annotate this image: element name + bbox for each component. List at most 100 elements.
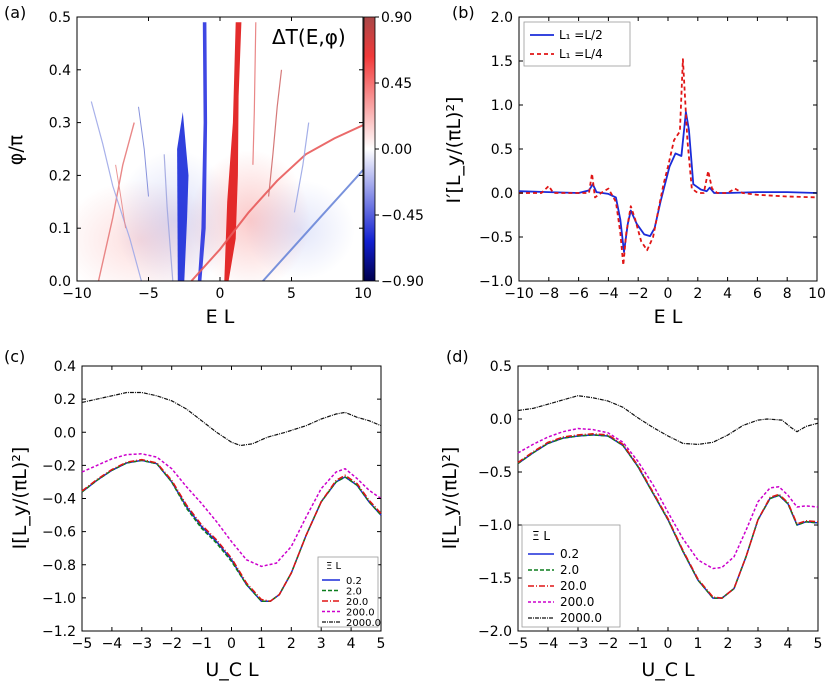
y-tick-label: 0.1 [49,221,71,237]
x-tick-label: 8 [783,286,792,302]
y-tick-label: −1.0 [478,518,512,534]
panel-c-y-label: I[L_y/(πL)²] [9,447,31,550]
x-tick-label: −2 [161,636,182,652]
panel-b-x-ticks: −10 −8 −6 −4 −2 0 2 4 6 8 10 [504,17,826,302]
panel-a-title: ΔT(E,φ) [272,25,346,49]
panel-b: −10 −8 −6 −4 −2 0 2 4 6 8 10 2.01.51.00.50.0−0.5−1… [443,3,826,328]
panel-d-y-label: I[L_y/(πL)²] [439,447,461,550]
series-line-3 [517,427,819,570]
colorbar-tick-label: −0.45 [381,208,424,224]
x-tick-label: −1 [191,636,212,652]
panel-d-legend-title: Ξ L [532,529,550,543]
legend-label-1: 2.0 [346,587,362,598]
x-tick-label: 3 [754,636,763,652]
x-tick-label: 1 [694,636,703,652]
heatmap-line-12 [163,154,174,281]
y-tick-label: −2.0 [478,624,512,640]
x-tick-label: −5 [508,636,529,652]
x-tick-label: 1 [257,636,266,652]
x-tick-label: −5 [138,286,159,302]
panel-c-legend-title: Ξ L [326,561,341,572]
heatmap-line-8 [115,164,127,229]
colorbar-ticks: 0.90 0.45 0.00 −0.45 −0.90 [375,10,424,290]
colorbar-tick-label: −0.90 [381,274,424,290]
heatmap-background [77,22,363,281]
x-tick-label: 4 [347,636,356,652]
panel-b-y-ticks: 2.0 1.5 1.0 0.5 0.0 −0.5 −1.0 [479,10,817,290]
y-tick-label: 0.5 [490,359,512,375]
y-tick-label: 0.5 [49,10,71,26]
series-line-0 [518,111,818,253]
heatmap-blue-glow-right [245,180,355,280]
y-tick-label: 0.3 [49,116,71,132]
y-tick-label: 0.2 [49,168,71,184]
series-line-3 [81,453,382,568]
panel-c: −5 −4 −3 −2 −1 0 1 2 3 4 5 0.4 0.2 0.0 −0.2 −0.4 −0.6 −0… [4,347,385,681]
x-tick-label: −2 [628,286,649,302]
panel-d: −5 −4 −3 −2 −1 0 1 2 3 4 5 0.50.0−0.5−1.0−1.5−2.0 … [439,347,822,681]
x-tick-label: 2 [287,636,296,652]
x-tick-label: −8 [538,286,559,302]
x-tick-label: 2 [693,286,702,302]
panel-d-x-label: U_C L [641,659,695,681]
legend-label-4: 2000.0 [346,618,381,629]
panel-d-series [517,395,819,599]
x-tick-label: 6 [753,286,762,302]
panel-d-y-ticks: 0.5 0.0 −0.5 −1.0 −1.5 −2.0 [478,359,818,640]
legend-label-3: 200.0 [560,595,594,609]
panel-a-x-ticks: −10 −5 0 5 10 [62,17,372,302]
x-tick-label: 0 [664,636,673,652]
y-tick-label: 2.0 [491,10,513,26]
series-line-2 [517,433,819,599]
x-tick-label: 5 [377,636,386,652]
panel-a-y-label: φ/π [5,135,27,165]
y-tick-label: 0.2 [54,392,76,408]
x-tick-label: −3 [568,636,589,652]
x-tick-label: 3 [317,636,326,652]
x-tick-label: 0 [216,286,225,302]
panel-c-y-ticks: 0.4 0.2 0.0 −0.2 −0.4 −0.6 −0.8 −1.0 −1.2 [42,359,381,640]
x-tick-label: 4 [784,636,793,652]
heatmap-line-5 [97,122,135,281]
panel-a-label: (a) [4,3,26,22]
heatmap-line-7 [138,106,149,197]
panel-a: −10 −5 0 5 10 0.0 0.1 0.2 0.3 0.4 0.5 (a) E L φ/π… [4,3,424,328]
y-tick-label: −1.5 [478,571,512,587]
y-tick-label: 0.0 [490,412,512,428]
series-line-1 [81,459,382,602]
panel-b-x-label: E L [654,306,683,328]
panel-d-x-ticks: −5 −4 −3 −2 −1 0 1 2 3 4 5 [508,366,823,652]
heatmap-line-9 [268,69,283,197]
legend-label-0: 0.2 [560,547,579,561]
y-tick-label: −0.5 [479,230,513,246]
y-tick-label: 0.5 [491,142,513,158]
y-tick-label: −1.0 [42,591,76,607]
colorbar-tick-label: 0.00 [381,142,412,158]
panel-c-legend-box [317,556,379,628]
x-tick-label: −1 [628,636,649,652]
heatmap-line-10 [293,122,310,213]
panel-b-series [518,58,818,267]
heatmap-features [90,22,363,281]
colorbar [363,16,376,282]
panel-b-legend-label-1: L₁ =L/2 [559,28,603,42]
x-tick-label: −4 [102,636,123,652]
x-tick-label: 5 [814,636,823,652]
y-tick-label: 0.4 [49,63,71,79]
y-tick-label: −0.8 [42,558,76,574]
panel-c-label: (c) [4,347,25,366]
panel-a-y-ticks: 0.0 0.1 0.2 0.3 0.4 0.5 [49,10,363,290]
series-line-4 [81,391,382,447]
x-tick-label: −10 [62,286,92,302]
panel-b-y-label: I′[L_y/(πL)²] [443,97,465,204]
series-line-2 [81,458,382,602]
x-tick-label: 2 [724,636,733,652]
x-tick-label: 0 [664,286,673,302]
panel-c-x-label: U_C L [205,659,259,681]
legend-label-2: 20.0 [346,597,368,608]
panel-d-legend-box [521,524,621,628]
panel-d-legend: Ξ L 0.2 2.0 20.0 200.0 2000.0 [521,524,621,628]
y-tick-label: 0.0 [54,425,76,441]
